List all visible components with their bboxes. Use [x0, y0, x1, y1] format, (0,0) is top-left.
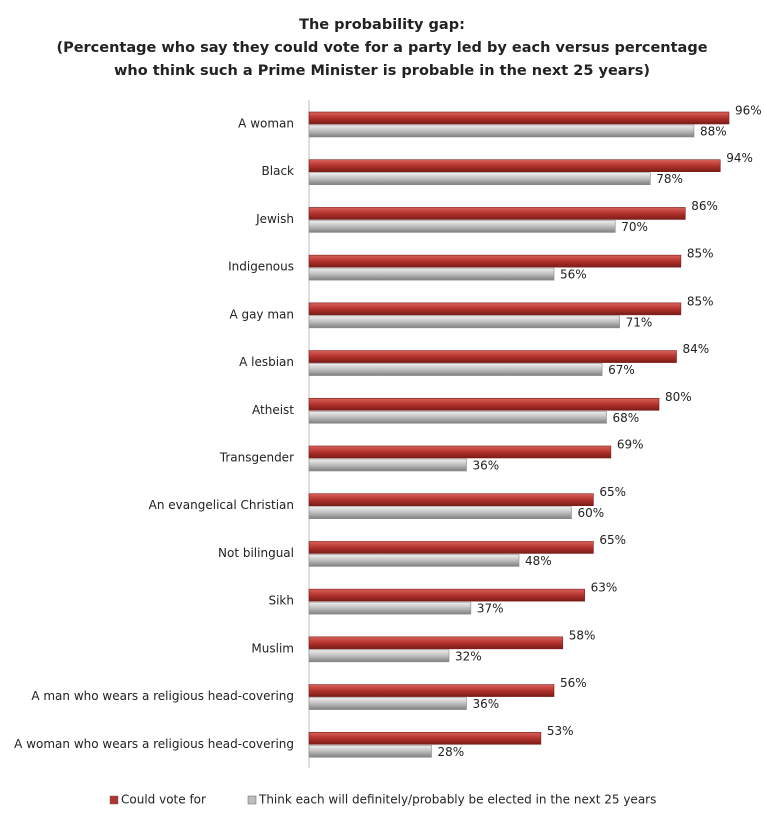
bar [308, 506, 572, 520]
value-label: 37% [477, 602, 504, 616]
bar [308, 397, 660, 411]
value-label: 63% [591, 581, 618, 595]
bar [308, 458, 467, 472]
value-label: 56% [560, 676, 587, 690]
bar [308, 554, 520, 567]
category-label: Muslim [251, 641, 294, 655]
value-label: 88% [700, 125, 727, 139]
bar [308, 207, 686, 220]
category-label: A man who wears a religious head-coverin… [31, 689, 294, 703]
bar [308, 111, 730, 125]
bar [308, 493, 594, 507]
value-label: 58% [569, 628, 596, 642]
value-label: 80% [665, 390, 692, 404]
value-label: 28% [438, 745, 465, 759]
bar [308, 636, 564, 650]
bar [308, 172, 651, 186]
value-label: 84% [683, 342, 710, 356]
value-label: 94% [726, 151, 753, 165]
bar [308, 697, 467, 710]
bar [308, 254, 682, 268]
value-label: 56% [560, 268, 587, 282]
value-label: 53% [547, 724, 574, 738]
category-label: Sikh [268, 594, 294, 608]
category-label: A lesbian [239, 355, 294, 369]
bar [308, 541, 594, 554]
chart-title: who think such a Prime Minister is proba… [114, 63, 650, 79]
value-label: 68% [613, 411, 640, 425]
category-label: A woman [238, 117, 294, 131]
value-label: 48% [525, 554, 552, 568]
category-label: Indigenous [228, 260, 294, 274]
legend-label: Could vote for [121, 793, 206, 807]
bar [308, 445, 612, 459]
category-label: An evangelical Christian [149, 498, 294, 512]
legend-label: Think each will definitely/probably be e… [258, 793, 656, 807]
value-label: 85% [687, 247, 714, 261]
bar [308, 315, 620, 329]
bar [308, 159, 721, 173]
bar [308, 410, 607, 424]
value-label: 78% [656, 172, 683, 186]
bar [308, 588, 585, 602]
legend-swatch [109, 795, 119, 805]
category-label: A gay man [229, 307, 294, 321]
bar [308, 649, 450, 663]
bar [308, 124, 695, 138]
bar [308, 684, 555, 697]
chart-title: (Percentage who say they could vote for … [56, 40, 707, 56]
value-label: 60% [578, 506, 605, 520]
value-label: 71% [626, 315, 653, 329]
legend-swatch [247, 795, 257, 805]
value-label: 36% [473, 459, 500, 473]
value-label: 65% [599, 533, 626, 547]
value-label: 86% [691, 199, 718, 213]
value-label: 85% [687, 294, 714, 308]
value-label: 36% [473, 697, 500, 711]
category-label: Transgender [219, 451, 294, 465]
bar [308, 363, 603, 376]
value-label: 69% [617, 438, 644, 452]
category-label: Jewish [255, 212, 294, 226]
category-label: A woman who wears a religious head-cover… [14, 737, 294, 751]
value-label: 70% [621, 220, 648, 234]
bar [308, 744, 432, 758]
bar [308, 267, 555, 281]
category-label: Atheist [252, 403, 294, 417]
bar [308, 302, 682, 316]
value-label: 96% [735, 104, 762, 118]
category-label: Not bilingual [218, 546, 294, 560]
bar [308, 220, 616, 233]
value-label: 32% [455, 649, 482, 663]
chart-title: The probability gap: [299, 17, 465, 33]
bar [308, 601, 472, 615]
bar [308, 731, 542, 745]
value-label: 65% [599, 485, 626, 499]
bar [308, 350, 677, 363]
value-label: 67% [608, 363, 635, 377]
category-label: Black [262, 164, 295, 178]
